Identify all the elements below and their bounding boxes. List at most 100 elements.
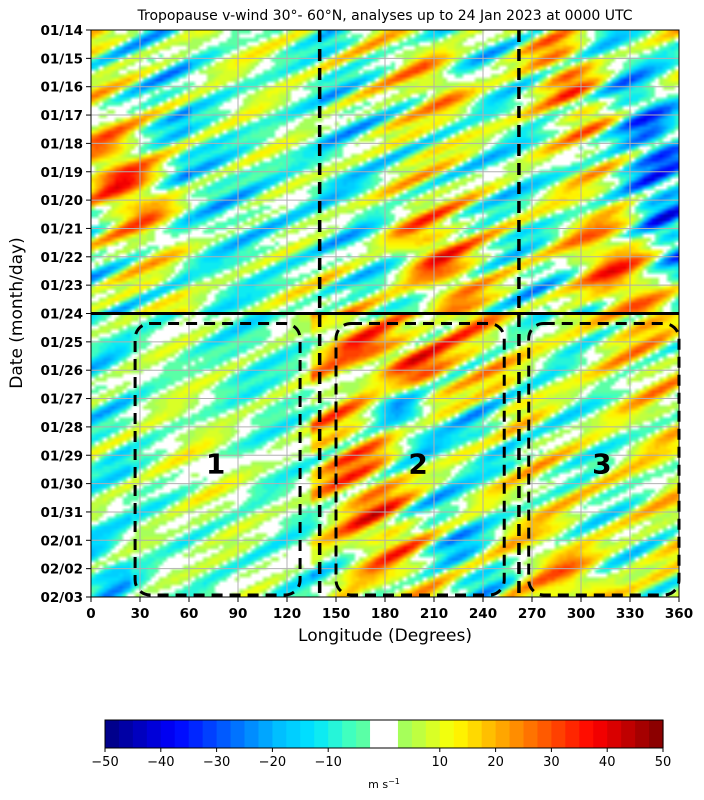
region-box [334,322,506,597]
x-axis-ticks: 0 30 60 90 120 150 180 210 240 270 300 330 360 [86,597,693,622]
colorbar-bin [188,720,204,748]
chart-title: Tropopause v-wind 30°- 60°N, analyses up… [137,8,633,24]
colorbar-bin [593,720,608,748]
region-box [527,322,681,597]
y-tick-label: 01/21 [40,221,83,237]
x-tick-label: 270 [518,606,546,622]
region-label: 2 [408,447,427,480]
colorbar-tick-label: 10 [432,755,449,770]
colorbar-bin [565,720,580,748]
x-axis-label: Longitude (Degrees) [298,626,472,646]
y-tick-label: 01/29 [40,448,83,464]
colorbar-bin [300,720,315,748]
colorbar-bin [453,720,469,748]
colorbar-bin [342,720,357,748]
colorbar-bin [551,720,566,748]
y-tick-label: 02/02 [40,562,83,578]
colorbar-bin [495,720,511,748]
colorbar-bin [328,720,343,748]
x-tick-label: 0 [86,606,95,622]
colorbar-bin [202,720,218,748]
y-tick-label: 01/16 [40,80,83,96]
colorbar-bin [425,720,441,748]
y-tick-label: 01/14 [40,23,83,39]
x-tick-label: 360 [665,606,693,622]
colorbar-bin [397,720,413,748]
colorbar-bin [370,720,385,748]
colorbar-bin [649,720,664,748]
colorbar-bin [272,720,287,748]
x-tick-label: 210 [420,606,448,622]
colorbar-frame [104,719,664,749]
y-tick-label: 01/25 [40,335,83,351]
y-tick-label: 01/26 [40,363,83,379]
annotation-overlay: 1 2 3 [91,30,681,597]
x-tick-label: 30 [131,606,150,622]
y-tick-label: 01/30 [40,477,83,493]
colorbar-tick-label: −10 [314,755,341,770]
colorbar-tick-label: −40 [147,755,174,770]
colorbar-bin [356,720,371,748]
x-tick-label: 90 [229,606,248,622]
x-tick-label: 180 [371,606,399,622]
colorbar-bin [439,720,455,748]
colorbar-bin [286,720,301,748]
colorbar-bin [160,720,176,748]
x-tick-label: 60 [180,606,199,622]
colorbar-bin [523,720,539,748]
x-tick-label: 120 [273,606,301,622]
y-tick-label: 01/23 [40,278,83,294]
y-tick-label: 01/15 [40,51,83,67]
region-box [133,322,302,597]
colorbar-tick-label: −20 [259,755,286,770]
colorbar-tick-label: 50 [655,755,672,770]
colorbar-bin [105,720,120,748]
colorbar: −50 −40 −30 −20 −10 10 20 30 40 50 [91,719,672,770]
colorbar-bin [216,720,232,748]
y-tick-label: 02/01 [40,533,83,549]
colorbar-tick-label: −50 [91,755,118,770]
plot-frame [90,29,680,598]
y-axis-ticks: 01/14 01/15 01/16 01/17 01/18 01/19 01/20 01/21… [40,23,91,606]
colorbar-bin [132,720,148,748]
y-tick-label: 02/03 [40,590,83,606]
colorbar-unit: m s [368,778,388,791]
colorbar-tick-label: 20 [487,755,504,770]
colorbar-bin [509,720,525,748]
y-axis-label: Date (month/day) [7,237,27,388]
colorbar-bin [258,720,273,748]
y-tick-label: 01/19 [40,165,83,181]
y-tick-label: 01/20 [40,193,83,209]
x-tick-label: 150 [322,606,350,622]
colorbar-bin [314,720,329,748]
region-label: 3 [592,447,611,480]
x-tick-label: 300 [567,606,595,622]
colorbar-bin [384,720,399,748]
colorbar-bin [481,720,497,748]
y-tick-label: 01/22 [40,250,83,266]
colorbar-bin [537,720,552,748]
colorbar-tick-label: −30 [203,755,230,770]
colorbar-bin [621,720,636,748]
y-tick-label: 01/17 [40,108,83,124]
colorbar-bin [635,720,650,748]
region-label: 1 [206,447,225,480]
colorbar-tick-label: 40 [599,755,616,770]
y-tick-label: 01/24 [40,307,83,323]
colorbar-unit-label: m s−1 [368,777,400,791]
colorbar-bin [607,720,622,748]
colorbar-tick-label: 30 [543,755,560,770]
x-tick-label: 240 [469,606,497,622]
colorbar-bin [174,720,190,748]
colorbar-bin [467,720,483,748]
colorbar-bin [146,720,162,748]
colorbar-bin [244,720,260,748]
x-tick-label: 330 [616,606,644,622]
colorbar-bin [411,720,427,748]
y-tick-label: 01/28 [40,420,83,436]
colorbar-unit-exponent: −1 [388,777,400,786]
colorbar-bin [118,720,134,748]
colorbar-bin [230,720,246,748]
y-tick-label: 01/31 [40,505,83,521]
